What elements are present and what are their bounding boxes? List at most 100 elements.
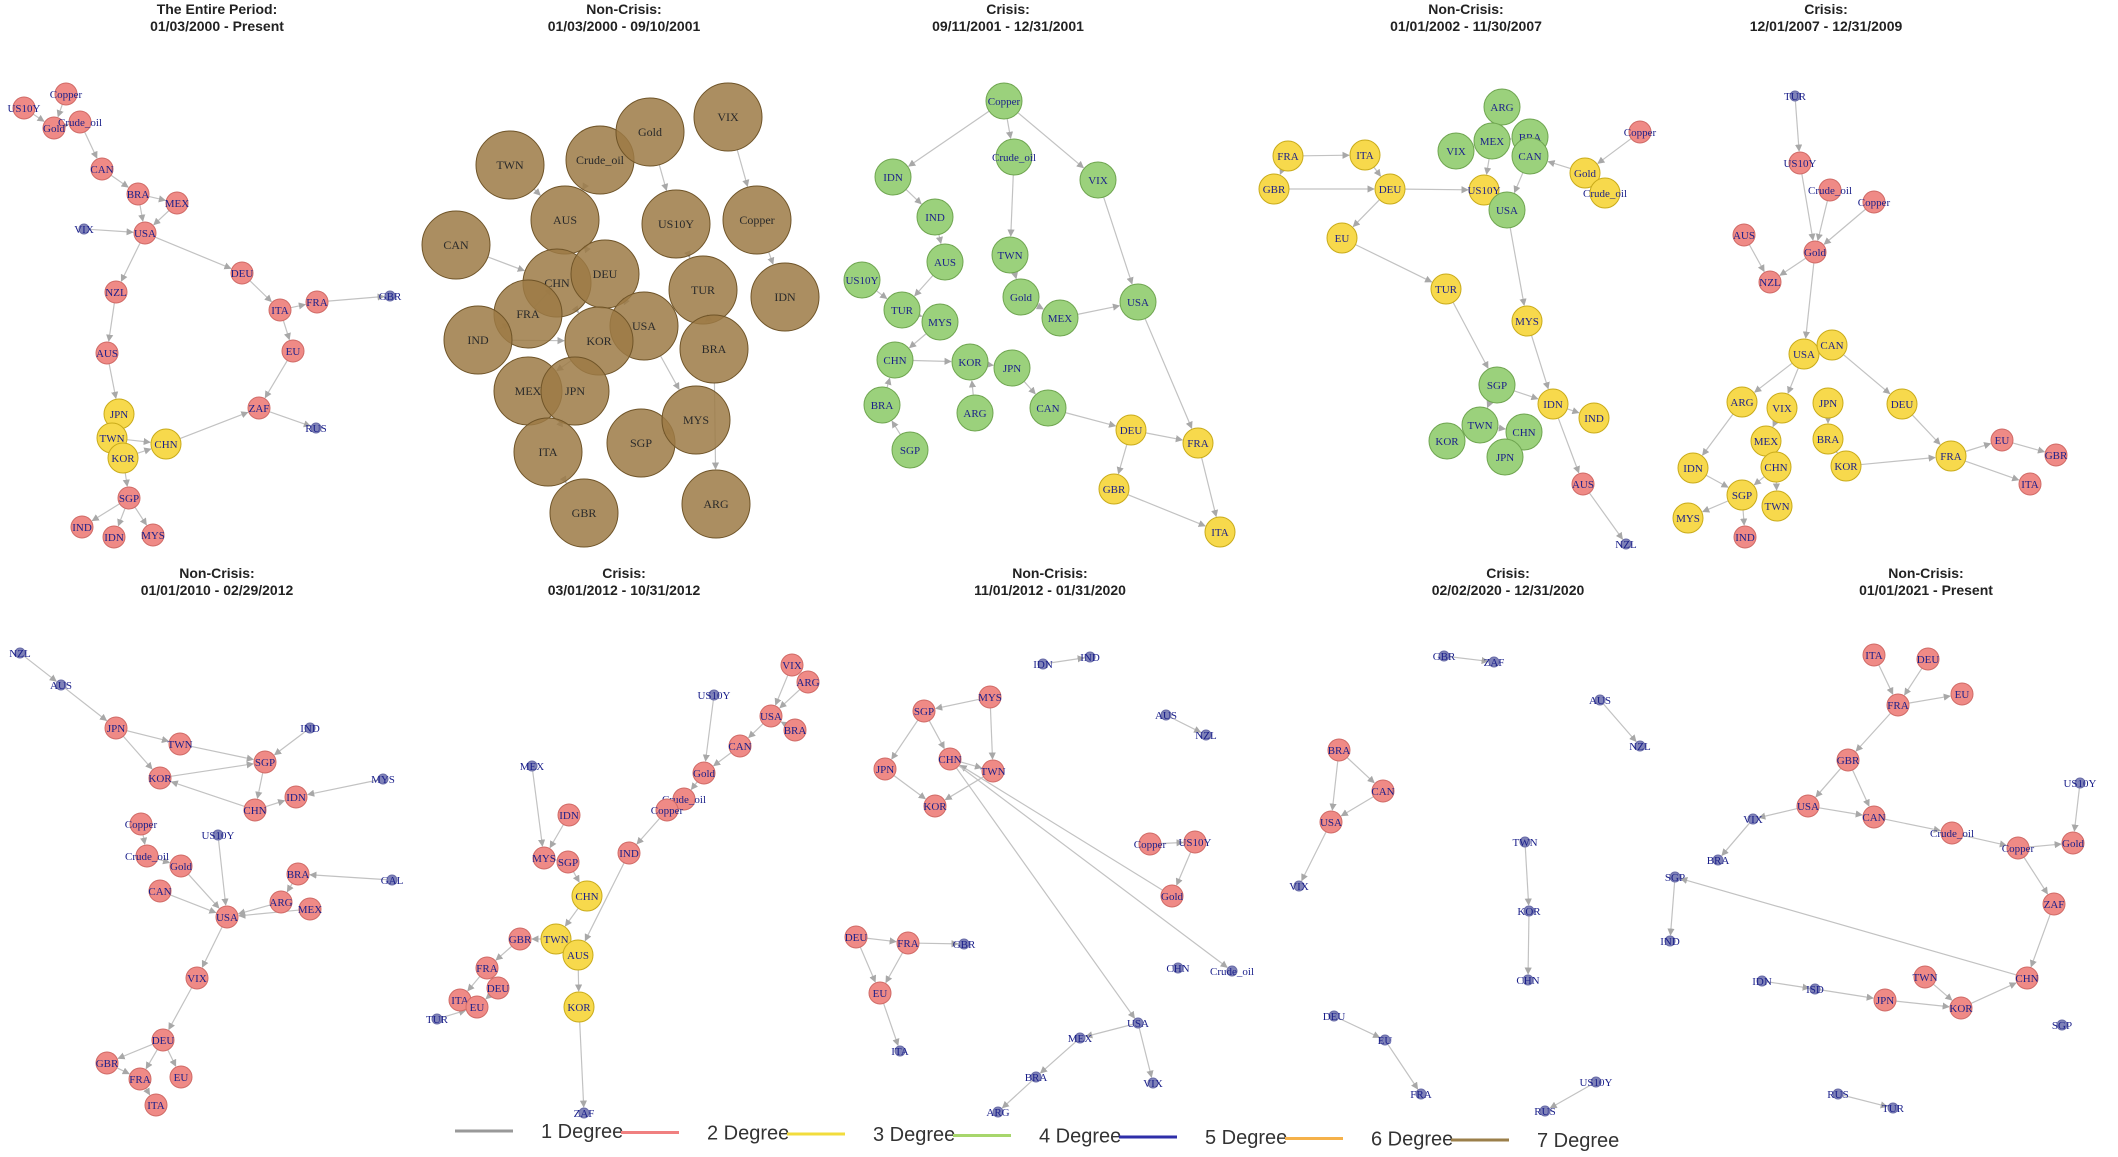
node-label-ITA: ITA <box>147 1100 165 1112</box>
node-GBR <box>549 478 619 548</box>
node-BRA <box>1327 738 1351 762</box>
node-MYS <box>921 303 959 341</box>
node-JPN <box>540 356 610 426</box>
node-Copper <box>129 812 153 836</box>
node-GAL <box>386 874 398 886</box>
node-label-IDN: IDN <box>883 172 903 184</box>
panel-title2: 09/11/2001 - 12/31/2001 <box>932 18 1084 34</box>
node-label-JPN: JPN <box>107 723 125 735</box>
node-label-US10Y: US10Y <box>1579 1077 1612 1089</box>
node-IND <box>443 305 513 375</box>
node-label-GBR: GBR <box>1103 484 1126 496</box>
network-panel-8: Non-Crisis:11/01/2012 - 01/31/2020 IDN IND… <box>844 565 1254 1119</box>
panel-title1: Non-Crisis: <box>179 565 254 581</box>
node-IND <box>916 198 954 236</box>
edge-BRA-ARG <box>286 883 294 893</box>
node-label-KOR: KOR <box>111 453 135 465</box>
edge-Gold-CHN <box>959 764 1163 891</box>
node-label-CHN: CHN <box>1516 975 1539 987</box>
node-label-Copper: Copper <box>739 213 774 227</box>
node-label-TUR: TUR <box>1784 91 1807 103</box>
edge-TWN-Gold <box>1011 271 1019 280</box>
node-MEX <box>1473 122 1511 160</box>
node-label-IND: IND <box>467 333 489 347</box>
edge-Copper-ZAF <box>2023 856 2049 895</box>
node-label-MYS: MYS <box>1515 316 1539 328</box>
node-label-VIX: VIX <box>717 110 739 124</box>
panel-title1: Crisis: <box>986 1 1030 17</box>
node-label-US10Y: US10Y <box>697 690 730 702</box>
panel-title1: Non-Crisis: <box>586 1 661 17</box>
edge-JPN-KOR <box>122 735 153 770</box>
node-label-SGP: SGP <box>630 436 652 450</box>
edge-US10Y-Gold <box>32 113 45 122</box>
edge-VIX-USA <box>88 228 134 236</box>
edge-FRA-ITA <box>143 1087 151 1096</box>
edge-BRA-ARG <box>1001 1079 1033 1109</box>
node-label-GAL: GAL <box>381 875 404 887</box>
node-Copper <box>1862 190 1886 214</box>
node-CAN <box>421 210 491 280</box>
edge-KOR-CHN <box>137 447 152 455</box>
node-JPN <box>1812 387 1844 419</box>
node-label-ARG: ARG <box>963 408 986 420</box>
edge-SGP-IDN <box>117 508 126 527</box>
node-label-BRA: BRA <box>784 725 807 737</box>
node-FRA <box>1935 440 1967 472</box>
edge-MEX-USA <box>238 909 300 919</box>
panel-title1: Crisis: <box>602 565 646 581</box>
node-label-KOR: KOR <box>586 334 611 348</box>
node-label-ARG: ARG <box>269 897 292 909</box>
edge-MYS-IDN <box>307 779 379 797</box>
edge-BRA-MEX <box>148 195 167 203</box>
edge-ISD-JPN <box>1819 989 1874 1001</box>
node-CHN <box>243 798 267 822</box>
node-ARG <box>796 670 820 694</box>
node-label-GBR: GBR <box>1263 184 1286 196</box>
node-KOR <box>107 442 139 474</box>
node-label-MYS: MYS <box>978 692 1002 704</box>
node-label-CAN: CAN <box>148 886 171 898</box>
node-US10Y <box>2074 777 2086 789</box>
node-CAN <box>1029 389 1067 427</box>
edge-GAL-BRA <box>309 871 388 881</box>
node-label-ITA: ITA <box>2021 479 2039 491</box>
node-NZL <box>104 280 128 304</box>
node-KOR <box>951 343 989 381</box>
node-label-USA: USA <box>1496 205 1518 217</box>
edge-CAN-CHN <box>487 256 525 272</box>
node-label-ARG: ARG <box>796 677 819 689</box>
edge-MYS-TWN <box>988 707 996 760</box>
node-label-SGP: SGP <box>1665 872 1685 884</box>
node-label-IND: IND <box>619 848 639 860</box>
panel-title1: Crisis: <box>1804 1 1848 17</box>
node-label-Copper: Copper <box>651 805 684 817</box>
node-ITA <box>1862 643 1886 667</box>
node-ITA <box>513 417 583 487</box>
node-FRA <box>128 1067 152 1091</box>
edge-USA-VIX <box>1787 367 1799 394</box>
edge-USA-NZL <box>120 242 141 282</box>
node-label-EU: EU <box>1378 1035 1393 1047</box>
node-USA <box>215 905 239 929</box>
node-Gold <box>1569 157 1601 189</box>
node-label-TWN: TWN <box>99 433 124 445</box>
node-label-BRA: BRA <box>1817 434 1840 446</box>
node-label-JPN: JPN <box>110 409 128 421</box>
node-JPN <box>104 716 128 740</box>
node-US10Y <box>641 189 711 259</box>
node-ZAF <box>2042 892 2066 916</box>
edge-SGP-CHN <box>255 772 264 799</box>
edge-GBR-FRA <box>116 1067 130 1075</box>
node-TUR <box>431 1013 443 1025</box>
nodes: NZL AUS JPN TWN IND SGP KOR MYS CHN IDN Copper US10… <box>9 647 404 1117</box>
node-label-BRA: BRA <box>871 400 894 412</box>
node-label-TWN: TWN <box>1512 837 1537 849</box>
node-label-EU: EU <box>1335 233 1350 245</box>
node-EU <box>281 339 305 363</box>
edge-AUS-JPN <box>64 687 108 722</box>
edge-CHN-SGP <box>1753 476 1765 486</box>
node-RUS <box>1539 1105 1551 1117</box>
node-Copper <box>655 798 679 822</box>
node-label-Gold: Gold <box>1010 292 1033 304</box>
